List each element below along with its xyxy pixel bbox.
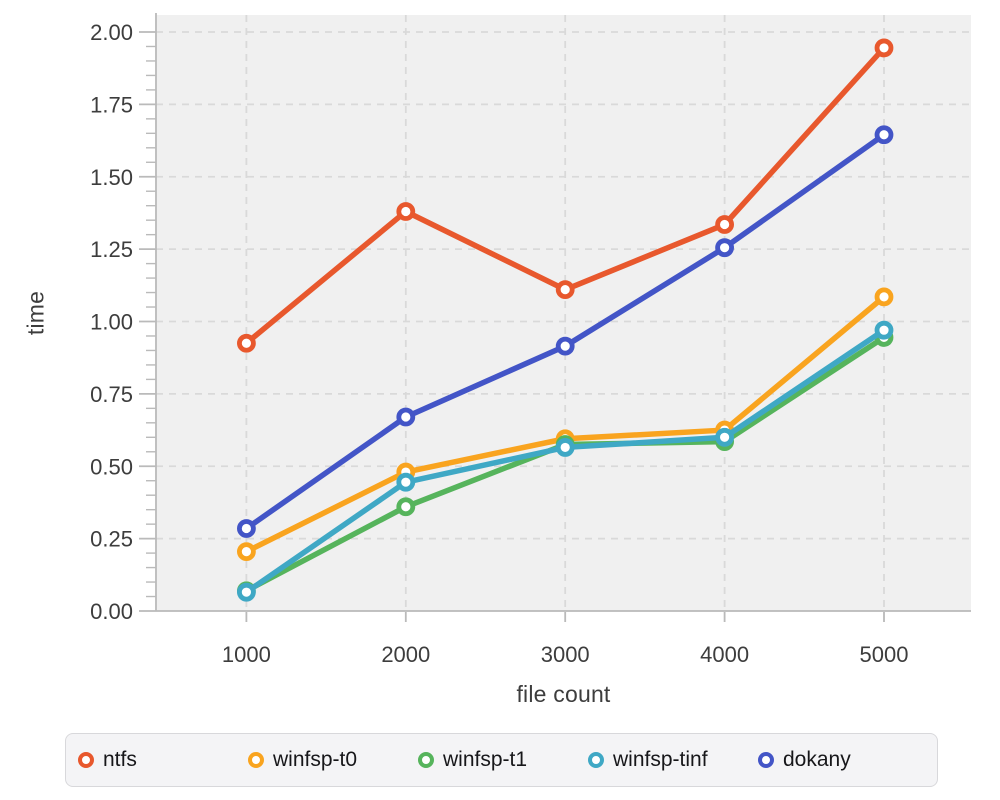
legend-label: winfsp-t0	[273, 748, 358, 771]
series-marker-winfsp-t0	[236, 542, 256, 562]
y-tick-label: 2.00	[90, 20, 133, 45]
legend-item-winfsp-tinf: winfsp-tinf	[588, 748, 758, 772]
y-tick-label: 1.25	[90, 237, 133, 262]
y-tick-label: 1.75	[90, 92, 133, 117]
y-tick-label: 1.50	[90, 165, 133, 190]
series-marker-dokany	[874, 125, 894, 145]
series-marker-winfsp-tinf	[396, 472, 416, 492]
x-tick-label: 2000	[381, 642, 430, 667]
legend-item-dokany: dokany	[758, 748, 851, 772]
x-tick-label: 1000	[222, 642, 271, 667]
series-marker-ntfs	[715, 215, 734, 234]
series-marker-ntfs	[555, 280, 575, 300]
open-circle-icon	[758, 752, 774, 768]
series-marker-dokany	[396, 407, 416, 427]
series-marker-ntfs	[874, 38, 894, 58]
y-tick-label: 0.25	[90, 527, 133, 552]
series-marker-dokany	[715, 238, 734, 258]
y-tick-label: 0.50	[90, 454, 133, 479]
open-circle-icon	[588, 752, 604, 768]
legend-item-winfsp-t1: winfsp-t1	[418, 748, 588, 772]
plot-background	[156, 15, 971, 611]
series-marker-dokany	[555, 336, 575, 356]
series-marker-winfsp-t0	[874, 287, 894, 307]
open-circle-icon	[248, 752, 264, 768]
legend-label: winfsp-tinf	[613, 748, 708, 771]
open-circle-icon	[78, 752, 94, 768]
open-circle-icon	[418, 752, 434, 768]
y-tick-label: 0.00	[90, 599, 133, 624]
series-marker-winfsp-tinf	[236, 582, 256, 602]
series-marker-winfsp-tinf	[874, 320, 894, 340]
series-marker-ntfs	[236, 333, 256, 353]
legend: ntfs winfsp-t0 winfsp-t1 winfsp-tinf dokany	[65, 733, 938, 787]
series-marker-winfsp-t1	[396, 497, 416, 517]
legend-item-ntfs: ntfs	[78, 748, 248, 772]
series-marker-winfsp-tinf	[715, 427, 734, 447]
line-chart-canvas: 0.00 0.25 0.50 0.75 1.00 1.25 1.50 1.75 2.00 1000…	[90, 13, 971, 667]
legend-label: dokany	[783, 748, 851, 771]
x-tick-label: 3000	[541, 642, 590, 667]
y-axis-title: time	[22, 290, 49, 336]
x-tick-label: 4000	[700, 642, 749, 667]
y-tick-label: 0.75	[90, 382, 133, 407]
legend-label: winfsp-t1	[443, 748, 528, 771]
series-marker-dokany	[236, 519, 256, 538]
series-marker-ntfs	[396, 202, 416, 221]
x-tick-label: 5000	[860, 642, 909, 667]
series-marker-winfsp-tinf	[555, 438, 575, 457]
legend-item-winfsp-t0: winfsp-t0	[248, 748, 418, 772]
x-axis-title: file count	[516, 681, 611, 707]
legend-label: ntfs	[103, 748, 137, 771]
y-tick-label: 1.00	[90, 310, 133, 335]
